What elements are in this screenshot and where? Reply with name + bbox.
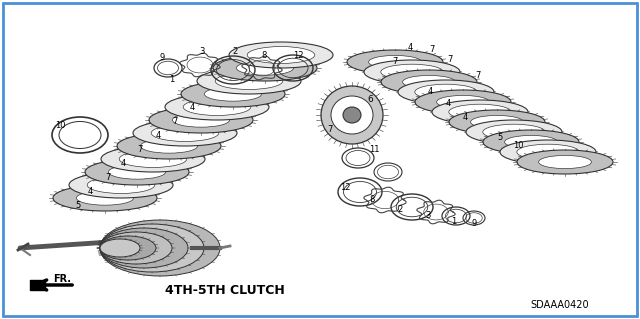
Text: 7: 7 <box>429 46 435 55</box>
Text: 7: 7 <box>392 57 397 66</box>
Text: 6: 6 <box>367 95 373 105</box>
Ellipse shape <box>517 150 613 174</box>
Ellipse shape <box>197 68 301 94</box>
Text: 7: 7 <box>172 117 178 127</box>
Ellipse shape <box>449 110 545 134</box>
Text: 7: 7 <box>327 125 333 135</box>
Text: 12: 12 <box>340 183 350 192</box>
Ellipse shape <box>181 81 285 107</box>
Ellipse shape <box>87 176 155 193</box>
Ellipse shape <box>415 84 477 100</box>
Ellipse shape <box>483 124 545 140</box>
Ellipse shape <box>403 75 456 89</box>
Text: 4: 4 <box>189 103 195 113</box>
Ellipse shape <box>449 104 511 120</box>
Text: 3: 3 <box>199 48 205 56</box>
Text: 1: 1 <box>451 218 456 226</box>
Ellipse shape <box>381 70 477 94</box>
Text: 4: 4 <box>408 43 413 53</box>
Ellipse shape <box>364 60 460 84</box>
Ellipse shape <box>436 95 490 108</box>
Ellipse shape <box>236 61 294 75</box>
Ellipse shape <box>100 236 156 260</box>
Text: 4: 4 <box>120 160 125 168</box>
Ellipse shape <box>415 90 511 114</box>
Ellipse shape <box>76 191 134 205</box>
Ellipse shape <box>100 220 220 276</box>
Text: 1: 1 <box>170 76 175 85</box>
Ellipse shape <box>172 113 230 127</box>
Text: 8: 8 <box>261 51 267 61</box>
Ellipse shape <box>183 99 251 115</box>
Ellipse shape <box>432 100 528 124</box>
Ellipse shape <box>347 50 443 74</box>
Ellipse shape <box>321 86 383 144</box>
Ellipse shape <box>119 151 187 167</box>
Text: 4: 4 <box>88 188 93 197</box>
Ellipse shape <box>100 232 172 264</box>
Ellipse shape <box>151 124 219 141</box>
Text: 4: 4 <box>156 131 161 140</box>
Ellipse shape <box>517 144 579 160</box>
Text: 2: 2 <box>397 205 403 214</box>
Ellipse shape <box>108 165 166 179</box>
Ellipse shape <box>117 133 221 159</box>
Ellipse shape <box>140 139 198 153</box>
Ellipse shape <box>504 135 557 149</box>
Text: 12: 12 <box>292 50 303 60</box>
Ellipse shape <box>165 94 269 120</box>
Text: SDAAA0420: SDAAA0420 <box>530 300 589 310</box>
Text: 7: 7 <box>106 174 111 182</box>
Ellipse shape <box>133 120 237 146</box>
Ellipse shape <box>149 107 253 133</box>
Ellipse shape <box>398 80 494 104</box>
Text: 10: 10 <box>55 121 65 130</box>
Ellipse shape <box>53 185 157 211</box>
Text: 9: 9 <box>472 219 477 228</box>
Ellipse shape <box>100 224 204 272</box>
Ellipse shape <box>381 64 443 80</box>
Text: 10: 10 <box>513 140 524 150</box>
Ellipse shape <box>470 115 524 129</box>
Ellipse shape <box>343 107 361 123</box>
Text: 9: 9 <box>159 54 164 63</box>
Text: 4TH-5TH CLUTCH: 4TH-5TH CLUTCH <box>165 284 285 296</box>
Ellipse shape <box>500 140 596 164</box>
Text: 11: 11 <box>369 145 380 154</box>
Text: 5: 5 <box>76 201 81 210</box>
Text: 5: 5 <box>497 132 502 142</box>
Text: 4: 4 <box>428 87 433 97</box>
Ellipse shape <box>100 228 188 268</box>
Ellipse shape <box>204 87 262 101</box>
Text: 2: 2 <box>232 48 237 56</box>
Text: 7: 7 <box>447 56 452 64</box>
Ellipse shape <box>247 47 315 63</box>
Ellipse shape <box>539 155 591 169</box>
Ellipse shape <box>215 72 283 89</box>
Text: 4: 4 <box>445 100 451 108</box>
Ellipse shape <box>69 172 173 198</box>
Ellipse shape <box>331 96 373 134</box>
Ellipse shape <box>101 146 205 172</box>
Text: 8: 8 <box>369 196 374 204</box>
Text: 4: 4 <box>462 113 468 122</box>
Text: 3: 3 <box>426 211 431 219</box>
Text: FR.: FR. <box>53 274 71 284</box>
Ellipse shape <box>100 239 140 257</box>
Ellipse shape <box>483 130 579 154</box>
Ellipse shape <box>369 56 421 69</box>
Text: 7: 7 <box>138 145 143 154</box>
Ellipse shape <box>229 42 333 68</box>
Text: 7: 7 <box>476 70 481 79</box>
Ellipse shape <box>85 159 189 185</box>
Ellipse shape <box>213 55 317 81</box>
Ellipse shape <box>466 120 562 144</box>
